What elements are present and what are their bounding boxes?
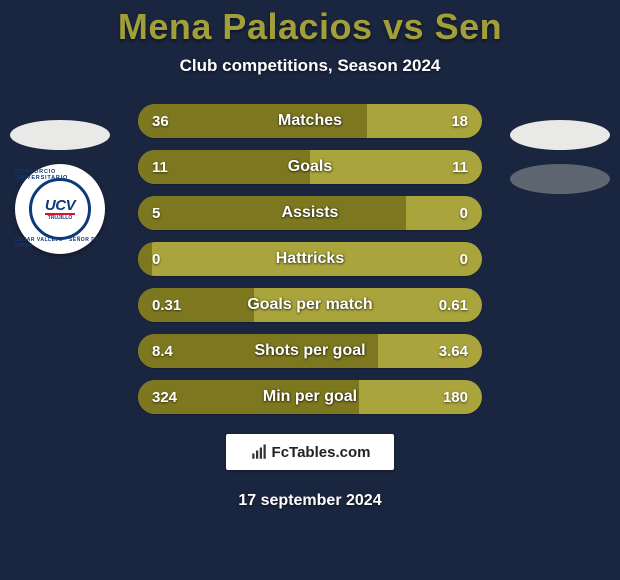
bar-chart-icon [250,443,268,461]
stat-label: Goals per match [138,288,482,322]
stat-label: Goals [138,150,482,184]
stat-row: 00Hattricks [138,242,482,276]
stat-row: 3618Matches [138,104,482,138]
stat-label: Min per goal [138,380,482,414]
stat-label: Shots per goal [138,334,482,368]
stats-area: 3618Matches 1111Goals 50Assists 00Hattricks… [0,104,620,414]
stat-label: Assists [138,196,482,230]
stat-row: 1111Goals [138,150,482,184]
page-title: Mena Palacios vs Sen [118,6,502,48]
footer-logo: FcTables.com [226,434,394,470]
footer-date: 17 september 2024 [238,492,381,510]
stat-label: Matches [138,104,482,138]
stat-row: 324180Min per goal [138,380,482,414]
footer-logo-text: FcTables.com [272,444,371,461]
stat-row: 8.43.64Shots per goal [138,334,482,368]
stat-row: 0.310.61Goals per match [138,288,482,322]
stat-label: Hattricks [138,242,482,276]
page-subtitle: Club competitions, Season 2024 [180,56,441,76]
stat-row: 50Assists [138,196,482,230]
content-wrapper: Mena Palacios vs Sen Club competitions, … [0,0,620,580]
